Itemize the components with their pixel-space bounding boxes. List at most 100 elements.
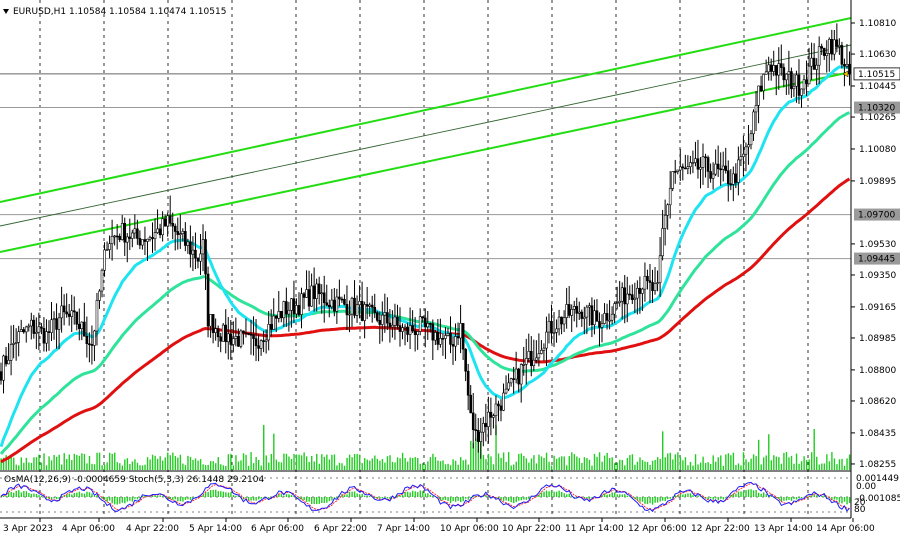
volume-bar xyxy=(194,458,197,470)
candle-body xyxy=(131,232,134,239)
candle-body xyxy=(201,239,205,255)
osma-bar xyxy=(151,495,154,497)
oscillator-header: OsMA(12,26,9) -0.0004659 Stoch(5,3,3) 26… xyxy=(4,475,264,485)
candle-body xyxy=(141,239,144,246)
volume-bar xyxy=(177,457,179,470)
osma-bar xyxy=(649,497,651,504)
osma-bar xyxy=(316,497,318,505)
osma-bar xyxy=(798,497,800,499)
osma-bar xyxy=(7,492,10,497)
candle-body xyxy=(598,321,601,328)
volume-bar xyxy=(518,454,520,470)
volume-bar xyxy=(58,454,60,470)
volume-bar xyxy=(550,465,553,470)
candle-body xyxy=(641,288,644,294)
candle-body xyxy=(348,313,351,316)
candle-body xyxy=(522,364,526,366)
osma-bar xyxy=(303,497,305,500)
candle-body xyxy=(759,85,763,92)
volume-bar xyxy=(184,465,187,470)
candle-body xyxy=(60,305,63,319)
osma-bar xyxy=(204,492,207,497)
osma-bar xyxy=(742,491,745,497)
candle-body xyxy=(226,333,230,343)
volume-bar xyxy=(848,454,851,470)
osma-bar xyxy=(646,497,649,505)
volume-bar xyxy=(250,452,252,470)
level-tag xyxy=(853,67,900,81)
volume-bar xyxy=(528,462,530,470)
candle-body xyxy=(312,285,316,299)
osma-bar xyxy=(257,497,260,500)
candle-body xyxy=(787,71,791,75)
osma-bar xyxy=(770,495,772,497)
candle-body xyxy=(199,253,202,262)
candle-body xyxy=(247,333,250,335)
osma-bar xyxy=(442,497,444,500)
volume-bar xyxy=(20,457,23,470)
volume-bar xyxy=(28,462,30,470)
volume-bar xyxy=(364,458,366,470)
osma-bar xyxy=(664,497,666,502)
osma-bar xyxy=(752,490,755,497)
volume-bar xyxy=(376,458,379,470)
candle-body xyxy=(441,338,445,340)
candle-body xyxy=(699,167,702,170)
candle-body xyxy=(719,168,722,171)
candle-body xyxy=(171,222,175,227)
osma-bar xyxy=(560,492,563,497)
volume-bar xyxy=(293,453,295,470)
osma-bar xyxy=(126,497,129,502)
osma-bar xyxy=(167,497,169,499)
volume-bar xyxy=(199,459,202,470)
osma-bar xyxy=(50,497,53,500)
osma-bar xyxy=(800,497,803,499)
volume-bar xyxy=(73,453,76,470)
volume-bar xyxy=(96,452,98,470)
volume-bar xyxy=(98,452,101,470)
candle-body xyxy=(742,153,745,157)
osma-bar xyxy=(129,497,131,501)
volume-bar xyxy=(119,463,121,470)
osma-bar xyxy=(33,493,35,497)
volume-bar xyxy=(7,456,10,470)
candle-body xyxy=(184,231,187,246)
candle-body xyxy=(322,292,326,304)
volume-bar xyxy=(437,460,439,470)
candle-body xyxy=(529,350,533,366)
volume-bar xyxy=(727,453,730,470)
osma-bar xyxy=(396,495,399,497)
volume-bar xyxy=(394,462,396,470)
volume-bar xyxy=(667,453,669,470)
candle-body xyxy=(327,304,331,308)
candle-body xyxy=(272,315,276,330)
volume-bar xyxy=(477,435,480,470)
osma-bar xyxy=(730,495,732,497)
osma-bar xyxy=(356,493,358,497)
osma-bar xyxy=(184,497,187,500)
volume-bar xyxy=(452,459,454,470)
osma-bar xyxy=(631,497,634,498)
osma-bar xyxy=(790,497,793,502)
osma-bar xyxy=(5,495,7,497)
candle-body xyxy=(249,334,253,336)
osma-bar xyxy=(114,497,116,505)
candle-body xyxy=(57,317,61,330)
osma-bar xyxy=(116,497,118,505)
candle-body xyxy=(825,53,829,56)
candle-body xyxy=(676,169,680,172)
osma-bar xyxy=(91,493,93,497)
osma-bar xyxy=(662,497,664,501)
candle-body xyxy=(795,74,798,87)
volume-bar xyxy=(457,464,459,470)
candle-body xyxy=(189,241,192,255)
candle-body xyxy=(290,298,293,311)
osma-bar xyxy=(346,494,348,497)
volume-bar xyxy=(126,458,129,470)
volume-bar xyxy=(215,463,217,470)
regression-channel xyxy=(0,17,852,253)
volume-bar xyxy=(280,462,283,470)
osma-bar xyxy=(709,497,712,499)
volume-bar xyxy=(717,457,719,470)
